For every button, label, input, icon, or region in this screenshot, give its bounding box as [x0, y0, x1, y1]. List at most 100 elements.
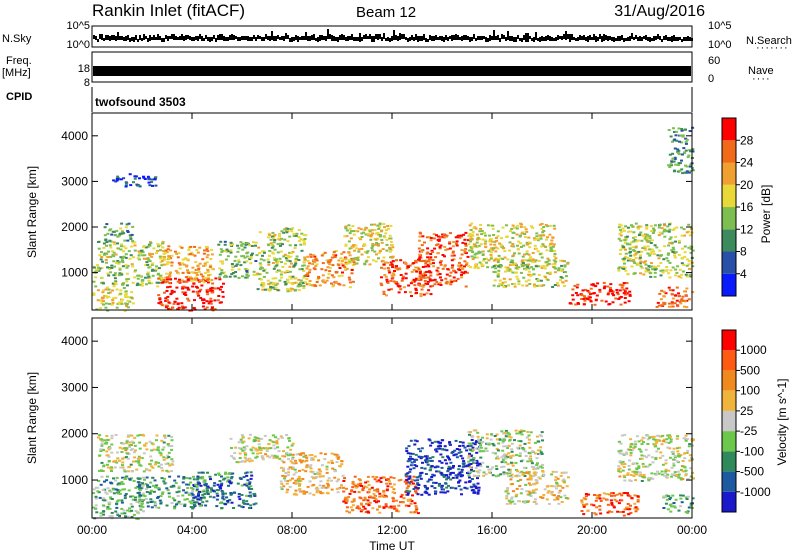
echo-cell [530, 462, 534, 465]
echo-cell [340, 484, 343, 487]
noise-sample [491, 36, 493, 40]
echo-cell [509, 474, 513, 477]
echo-cell [515, 275, 519, 278]
echo-cell [218, 502, 222, 505]
echo-cell [535, 464, 539, 466]
echo-cell [407, 458, 411, 460]
echo-cell [151, 253, 154, 255]
echo-cell [120, 273, 124, 276]
echo-cell [616, 510, 620, 513]
echo-cell [519, 222, 523, 225]
echo-cell [599, 500, 603, 502]
echo-cell [644, 248, 648, 251]
echo-cell [560, 264, 564, 267]
echo-cell [119, 466, 123, 469]
echo-cell [657, 304, 661, 307]
echo-cell [628, 258, 632, 260]
echo-cell [516, 278, 520, 281]
echo-cell [519, 440, 523, 443]
echo-cell [405, 267, 409, 270]
noise-sample [123, 37, 125, 41]
echo-cell [416, 266, 420, 269]
echo-cell [199, 273, 203, 276]
noise-sample [573, 37, 575, 40]
echo-cell [105, 435, 109, 437]
echo-cell [524, 268, 528, 271]
echo-cell [470, 468, 473, 471]
echo-cell [236, 482, 240, 485]
echo-cell [117, 491, 121, 494]
echo-cell [308, 268, 312, 271]
echo-cell [385, 249, 389, 252]
echo-cell [231, 272, 235, 274]
echo-cell [137, 455, 141, 458]
echo-cell [672, 447, 676, 450]
echo-cell [369, 495, 372, 498]
echo-cell [560, 501, 564, 503]
echo-cell [160, 278, 164, 281]
echo-cell [586, 509, 590, 512]
echo-cell [588, 296, 592, 299]
echo-cell [680, 141, 684, 144]
echo-cell [266, 279, 270, 282]
echo-cell [515, 233, 519, 236]
echo-cell [442, 233, 446, 236]
echo-cell [301, 282, 305, 285]
echo-cell [518, 432, 522, 435]
echo-cell [203, 479, 207, 482]
echo-cell [280, 261, 283, 264]
echo-cell [648, 254, 652, 257]
noise-sample [227, 37, 229, 41]
echo-cell [418, 272, 422, 275]
echo-cell [138, 485, 142, 488]
echo-cell [447, 281, 451, 284]
echo-cell [428, 278, 432, 281]
echo-cell [692, 477, 695, 480]
echo-cell [309, 464, 313, 467]
echo-cell [626, 494, 630, 497]
echo-cell [181, 271, 185, 274]
echo-cell [417, 278, 421, 280]
echo-cell [348, 278, 352, 281]
echo-cell [634, 443, 638, 446]
echo-cell [378, 495, 382, 498]
echo-cell [229, 241, 233, 244]
echo-cell [251, 446, 255, 449]
echo-cell [470, 478, 474, 480]
echo-cell [496, 259, 500, 262]
echo-cell [352, 259, 355, 262]
echo-cell [182, 476, 186, 479]
echo-cell [166, 295, 170, 298]
echo-cell [168, 273, 172, 275]
echo-cell [151, 268, 155, 271]
echo-cell [195, 268, 199, 271]
echo-cell [284, 283, 288, 285]
echo-cell [502, 465, 506, 468]
echo-cell [437, 239, 441, 242]
echo-cell [633, 262, 637, 264]
echo-cell [239, 440, 243, 443]
noise-sample [179, 36, 181, 40]
echo-cell [267, 263, 271, 266]
echo-cell [224, 258, 228, 261]
echo-cell [124, 293, 128, 296]
echo-cell [305, 459, 309, 462]
echo-cell [531, 268, 535, 271]
echo-cell [478, 450, 482, 453]
echo-cell [165, 251, 169, 254]
echo-cell [335, 453, 339, 456]
noise-sample [199, 34, 201, 39]
noise-sample [467, 36, 469, 40]
echo-cell [424, 486, 427, 489]
echo-cell [661, 473, 664, 476]
echo-cell [625, 282, 629, 284]
echo-cell [111, 297, 115, 300]
echo-cell [528, 438, 531, 441]
echo-cell [501, 247, 505, 250]
echo-cell [388, 250, 392, 253]
echo-cell [142, 470, 146, 473]
echo-cell [636, 239, 640, 242]
echo-cell [274, 287, 278, 290]
echo-cell [421, 235, 425, 238]
echo-cell [650, 230, 654, 232]
